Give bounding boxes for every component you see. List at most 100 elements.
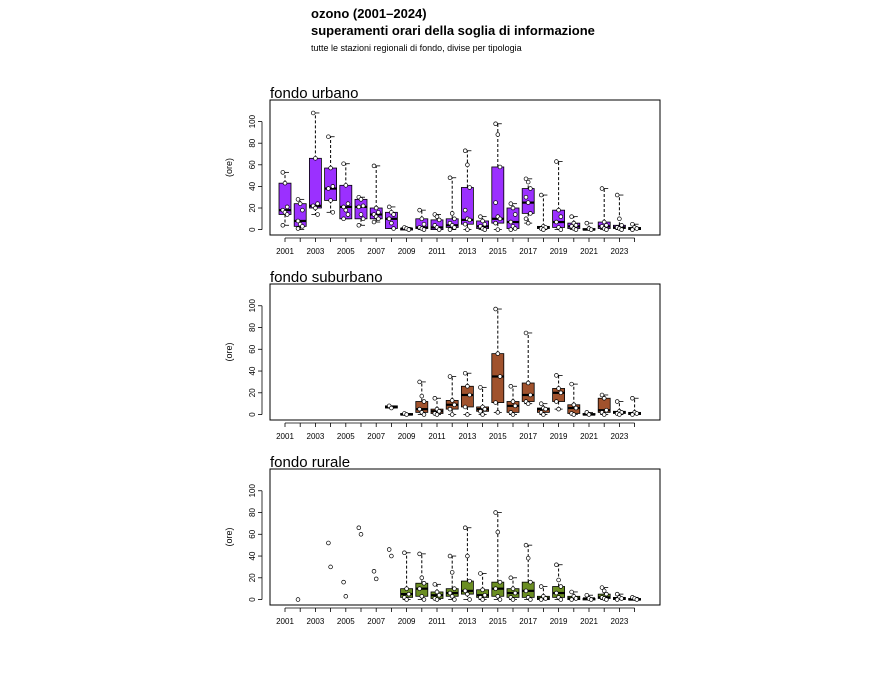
- plot-frame: [269, 283, 661, 421]
- data-point: [462, 221, 468, 227]
- data-point: [478, 214, 483, 219]
- box-2021: [582, 410, 596, 417]
- data-point: [508, 219, 514, 225]
- box-2012: [445, 374, 459, 417]
- x-tick-label: 2021: [580, 432, 598, 441]
- data-point: [419, 594, 425, 599]
- data-point: [512, 212, 518, 217]
- data-point: [391, 226, 396, 231]
- data-point: [604, 407, 609, 413]
- box-2008: [384, 403, 398, 411]
- data-point: [436, 592, 442, 598]
- data-point: [495, 410, 501, 415]
- data-point: [465, 412, 470, 417]
- data-point: [482, 221, 488, 227]
- box-2024: [628, 395, 641, 417]
- data-point: [419, 216, 425, 222]
- x-tick-label: 2005: [337, 247, 355, 256]
- box-2010: [415, 551, 429, 602]
- box-2004: [324, 134, 338, 215]
- data-point: [493, 510, 498, 515]
- data-point: [569, 214, 574, 219]
- box-body: [460, 385, 474, 408]
- data-point: [295, 197, 301, 202]
- panel-title: fondo rurale: [270, 454, 350, 471]
- data-point: [452, 225, 457, 230]
- box-body: [324, 167, 338, 201]
- data-point: [493, 400, 498, 405]
- x-tick-label: 2003: [307, 432, 325, 441]
- box-2014: [476, 214, 490, 232]
- box-2006: [354, 194, 368, 228]
- data-point: [462, 148, 468, 154]
- data-point: [404, 597, 409, 602]
- box-2012: [445, 175, 459, 232]
- x-tick-label: 2011: [428, 617, 446, 626]
- y-axis-label: (ore): [224, 342, 234, 361]
- data-point: [614, 597, 620, 602]
- data-point: [341, 161, 346, 166]
- data-point: [391, 212, 396, 217]
- y-tick-label: 40: [248, 181, 257, 190]
- data-point: [497, 374, 503, 379]
- data-point: [586, 412, 592, 417]
- data-point: [436, 217, 442, 223]
- box-2017: [521, 330, 535, 406]
- data-point: [571, 412, 577, 417]
- data-point: [356, 204, 362, 210]
- data-point: [617, 216, 622, 222]
- box-2009: [400, 550, 414, 602]
- box-2021: [582, 592, 596, 602]
- box-2022: [597, 186, 611, 232]
- data-point: [619, 596, 624, 601]
- data-point: [343, 183, 349, 188]
- box-2013: [460, 525, 474, 602]
- data-point: [508, 227, 514, 232]
- data-point: [541, 412, 546, 417]
- data-point: [573, 596, 579, 601]
- box-2024: [628, 221, 641, 232]
- data-point: [601, 395, 607, 401]
- data-point: [554, 373, 559, 378]
- data-point: [510, 597, 516, 602]
- data-point: [328, 165, 333, 171]
- data-point: [630, 395, 635, 401]
- data-point: [434, 589, 440, 595]
- data-point: [619, 223, 624, 228]
- data-point: [478, 571, 483, 576]
- data-point: [315, 201, 320, 206]
- box-2016: [506, 575, 520, 602]
- box-2018: [537, 401, 550, 417]
- data-point: [356, 223, 362, 228]
- data-point: [495, 132, 501, 137]
- data-point: [432, 582, 438, 587]
- data-point: [510, 205, 516, 211]
- box-2018: [537, 192, 550, 232]
- y-tick-label: 80: [248, 508, 257, 517]
- data-point: [558, 214, 564, 219]
- box-2024: [628, 595, 641, 602]
- box-2009: [400, 225, 414, 232]
- x-tick-label: 2011: [428, 247, 446, 256]
- box-2014: [476, 385, 490, 417]
- data-point: [356, 525, 362, 531]
- data-point: [510, 399, 516, 404]
- x-tick-label: 2019: [550, 432, 568, 441]
- data-point: [493, 220, 498, 226]
- data-point: [538, 401, 544, 406]
- x-tick-label: 2007: [367, 432, 385, 441]
- box-2004: [326, 540, 333, 570]
- data-point: [482, 592, 488, 598]
- data-point: [523, 194, 529, 200]
- data-point: [497, 579, 503, 585]
- data-point: [543, 406, 548, 412]
- data-point: [497, 597, 503, 602]
- panel-0: fondo urbano 0 20 40 60 80 100 (ore) 2001 2003 200…: [224, 85, 661, 256]
- data-point: [373, 205, 379, 211]
- data-point: [371, 163, 377, 169]
- box-2023: [613, 399, 626, 417]
- box-body: [521, 382, 535, 402]
- box-2018: [537, 584, 550, 602]
- y-tick-label: 20: [248, 388, 257, 397]
- data-point: [313, 205, 318, 211]
